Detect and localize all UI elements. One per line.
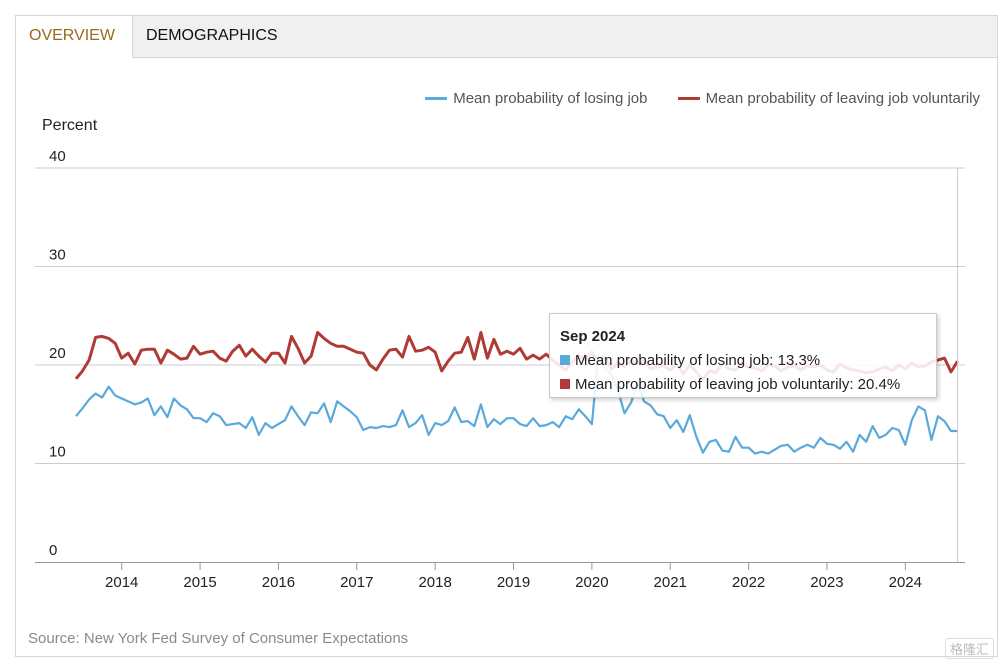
- watermark-logo: 格隆汇: [944, 638, 994, 659]
- x-tick-label-2022: 2022: [732, 574, 765, 591]
- x-tick-label-2017: 2017: [340, 574, 373, 591]
- tooltip-swatch-leaving: [560, 379, 570, 390]
- x-tick-label-2014: 2014: [105, 574, 138, 591]
- series-line-losing: [75, 353, 958, 455]
- y-tick-label-30: 30: [49, 247, 66, 264]
- y-tick-label-0: 0: [49, 542, 57, 559]
- tooltip-title: Sep 2024: [560, 328, 626, 345]
- x-tick-label-2019: 2019: [497, 574, 530, 591]
- x-tick-label-2024: 2024: [889, 574, 922, 591]
- legend-item-losing[interactable]: Mean probability of losing job: [425, 90, 648, 107]
- legend-swatch-losing: [425, 96, 448, 100]
- tooltip-swatch-losing: [560, 355, 570, 366]
- x-tick-label-2016: 2016: [262, 574, 295, 591]
- y-tick-label-40: 40: [49, 148, 66, 165]
- x-tick-label-2021: 2021: [654, 574, 687, 591]
- x-tick-label-2023: 2023: [810, 574, 843, 591]
- tab-bar: OVERVIEW DEMOGRAPHICS: [16, 16, 997, 58]
- tab-overview[interactable]: OVERVIEW: [16, 16, 133, 58]
- legend-label-leaving: Mean probability of leaving job voluntar…: [705, 90, 980, 107]
- legend-item-leaving[interactable]: Mean probability of leaving job voluntar…: [677, 90, 980, 107]
- x-tick-label-2015: 2015: [183, 574, 216, 591]
- tooltip: Sep 2024 Mean probability of losing job:…: [549, 313, 937, 398]
- axis-layer: 0 10 20 30 40 2014 2015 2016 2017 2018 2019 2020 202…: [35, 148, 965, 591]
- tooltip-row-leaving: Mean probability of leaving job voluntar…: [560, 376, 900, 393]
- y-axis-title: Percent: [42, 117, 98, 134]
- chart-legend: Mean probability of losing job Mean prob…: [399, 90, 980, 107]
- source-note: Source: New York Fed Survey of Consumer …: [28, 630, 409, 647]
- y-tick-label-10: 10: [49, 444, 66, 461]
- tooltip-row-losing: Mean probability of losing job: 13.3%: [560, 352, 820, 369]
- tooltip-text-losing: Mean probability of losing job: 13.3%: [575, 352, 821, 369]
- x-tick-label-2018: 2018: [418, 574, 451, 591]
- tab-demographics[interactable]: DEMOGRAPHICS: [146, 27, 278, 44]
- tooltip-text-leaving: Mean probability of leaving job voluntar…: [575, 376, 901, 393]
- legend-swatch-leaving: [677, 96, 700, 100]
- x-tick-label-2020: 2020: [575, 574, 608, 591]
- legend-label-losing: Mean probability of losing job: [453, 90, 648, 107]
- y-tick-label-20: 20: [49, 345, 66, 362]
